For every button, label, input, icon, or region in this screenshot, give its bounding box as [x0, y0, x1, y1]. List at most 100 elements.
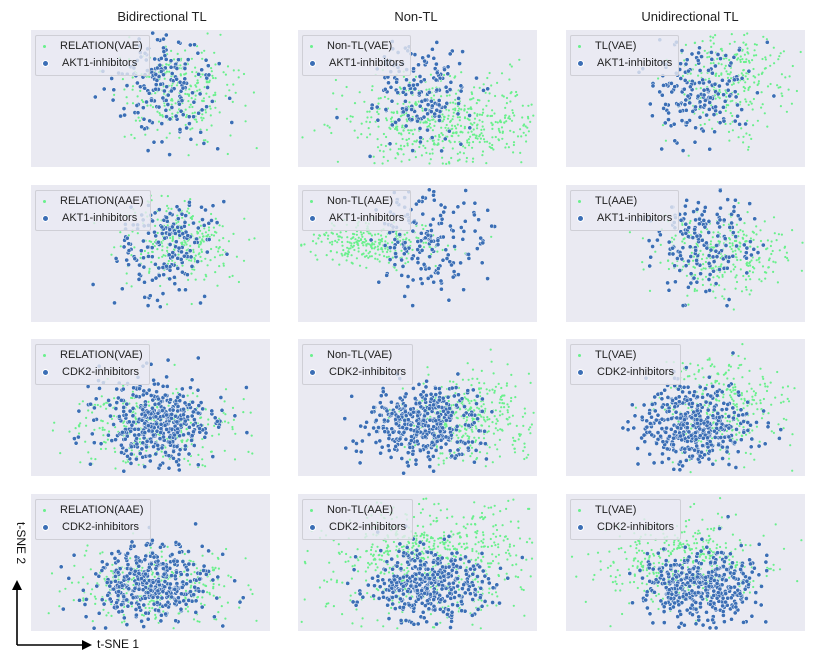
source-point [161, 255, 164, 258]
source-point [491, 143, 494, 147]
target-point [204, 75, 210, 81]
source-point [730, 247, 733, 251]
source-point [530, 423, 533, 426]
source-point [428, 152, 431, 155]
source-point [521, 116, 524, 119]
source-point [446, 244, 450, 247]
target-point [188, 254, 194, 260]
source-point [351, 236, 354, 240]
source-point [373, 247, 376, 250]
target-point [119, 450, 124, 455]
source-point [360, 122, 363, 125]
target-point [405, 284, 411, 289]
source-point [184, 123, 187, 127]
source-point [404, 262, 407, 265]
source-point [383, 95, 386, 99]
target-point [701, 218, 707, 223]
target-point [379, 444, 385, 450]
target-point [109, 438, 115, 443]
target-point [113, 256, 119, 261]
source-point [511, 443, 514, 446]
source-point [763, 220, 766, 223]
source-point [445, 162, 448, 165]
target-marker-icon [309, 215, 316, 222]
source-point [300, 244, 303, 247]
target-point [167, 227, 173, 232]
source-marker-icon [310, 200, 313, 203]
source-point [456, 123, 459, 126]
source-point [400, 160, 403, 163]
source-point [751, 271, 755, 274]
source-point [328, 126, 331, 129]
source-point [185, 243, 188, 246]
target-point [707, 146, 713, 152]
source-point [494, 427, 497, 430]
target-point [421, 262, 427, 267]
source-point [216, 284, 219, 287]
source-point [740, 394, 743, 397]
source-point [461, 131, 464, 134]
source-point [493, 415, 496, 418]
target-point [112, 300, 117, 306]
target-point [229, 120, 235, 125]
target-point [162, 88, 167, 94]
target-point [188, 136, 194, 142]
source-point [523, 123, 526, 126]
legend-entry: CDK2-inhibitors [40, 364, 143, 381]
target-point [426, 187, 432, 193]
target-point [216, 424, 222, 430]
target-point [114, 400, 120, 405]
legend: TL(VAE) AKT1-inhibitors [570, 35, 680, 76]
source-point [463, 392, 466, 395]
target-point [153, 233, 159, 239]
target-point [377, 400, 383, 406]
target-marker-icon [309, 369, 316, 376]
source-point [712, 42, 715, 45]
source-point [748, 133, 751, 137]
source-point [520, 135, 523, 138]
target-point [694, 279, 700, 285]
target-point [98, 441, 104, 447]
target-point [427, 457, 433, 462]
source-point [752, 412, 755, 415]
source-point [196, 79, 199, 82]
target-point [688, 254, 694, 259]
target-point [672, 263, 678, 269]
source-point [224, 73, 227, 76]
target-point [214, 220, 220, 225]
source-point [720, 63, 723, 66]
source-point [751, 395, 754, 398]
source-point [349, 247, 352, 250]
source-point [180, 439, 183, 442]
source-point [101, 428, 104, 431]
source-point [739, 258, 742, 262]
target-point [142, 85, 148, 91]
target-point [701, 92, 707, 98]
source-point [150, 199, 153, 202]
source-point [166, 195, 169, 198]
source-point [415, 103, 418, 107]
target-point [458, 88, 464, 94]
source-point [456, 116, 459, 119]
source-point [722, 383, 725, 386]
source-point [709, 243, 712, 246]
source-point [346, 240, 349, 243]
source-point [332, 92, 335, 95]
target-point [146, 387, 152, 393]
source-point [772, 431, 775, 434]
source-point [701, 278, 704, 281]
source-point [379, 97, 382, 100]
source-point [371, 85, 374, 88]
target-point [389, 399, 394, 405]
source-point [131, 88, 134, 91]
source-point [764, 56, 767, 59]
target-point [411, 66, 416, 72]
source-point [491, 109, 494, 112]
target-point [738, 437, 744, 443]
source-point [496, 448, 499, 451]
source-point [349, 115, 352, 118]
target-point [704, 245, 710, 251]
source-point [734, 265, 737, 268]
source-point [718, 97, 721, 100]
source-point [453, 140, 456, 143]
